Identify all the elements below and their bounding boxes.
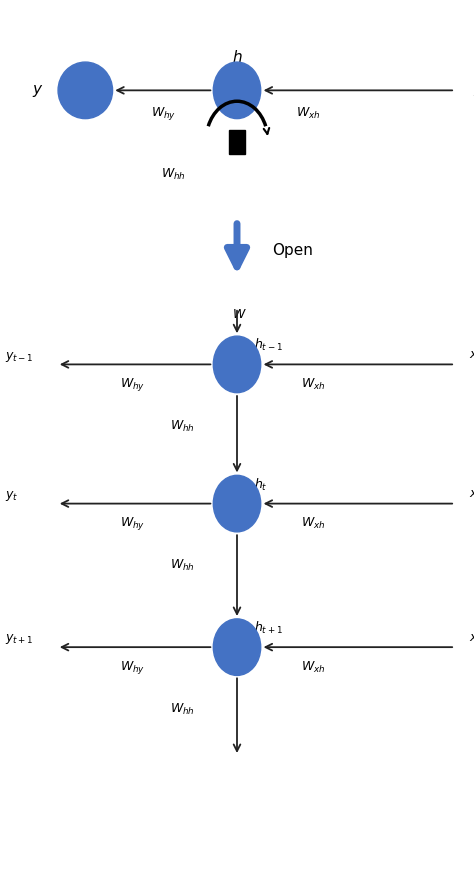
Text: $W_{xh}$: $W_{xh}$ (301, 376, 325, 392)
Ellipse shape (213, 337, 261, 393)
Text: $x_t$: $x_t$ (469, 488, 474, 502)
Text: $h$: $h$ (232, 49, 242, 64)
Text: $W_{hy}$: $W_{hy}$ (120, 658, 146, 675)
Text: Open: Open (273, 242, 313, 258)
Ellipse shape (58, 63, 112, 119)
Text: $h_{{t+1}}$: $h_{{t+1}}$ (254, 620, 283, 635)
Text: $h_{{t-1}}$: $h_{{t-1}}$ (254, 337, 283, 353)
Text: $W_{hy}$: $W_{hy}$ (151, 104, 176, 122)
Ellipse shape (213, 619, 261, 676)
Text: $x_{t+1}$: $x_{t+1}$ (469, 632, 474, 646)
Text: $W$: $W$ (232, 308, 247, 321)
Text: $y$: $y$ (32, 83, 44, 99)
Text: $x_{t-1}$: $x_{t-1}$ (469, 349, 474, 363)
Ellipse shape (213, 63, 261, 119)
Text: $W_{hh}$: $W_{hh}$ (170, 557, 195, 573)
Text: $W_{hh}$: $W_{hh}$ (170, 700, 195, 716)
Text: $W_{xh}$: $W_{xh}$ (301, 515, 325, 531)
Text: $W_{hy}$: $W_{hy}$ (120, 514, 146, 532)
Text: $h_{t}$: $h_{t}$ (254, 476, 267, 492)
FancyBboxPatch shape (229, 130, 245, 155)
Text: $W_{hy}$: $W_{hy}$ (120, 375, 146, 393)
Text: $y_{{t+1}}$: $y_{{t+1}}$ (5, 632, 33, 646)
Text: $W_{hh}$: $W_{hh}$ (161, 166, 185, 182)
Text: $W_{xh}$: $W_{xh}$ (296, 105, 320, 121)
Text: $y_{t}$: $y_{t}$ (5, 488, 18, 502)
Text: $y_{{t-1}}$: $y_{{t-1}}$ (5, 349, 33, 363)
Text: $W_{hh}$: $W_{hh}$ (170, 418, 195, 434)
Text: $W_{xh}$: $W_{xh}$ (301, 659, 325, 674)
Text: $x$: $x$ (473, 83, 474, 99)
Ellipse shape (213, 476, 261, 532)
